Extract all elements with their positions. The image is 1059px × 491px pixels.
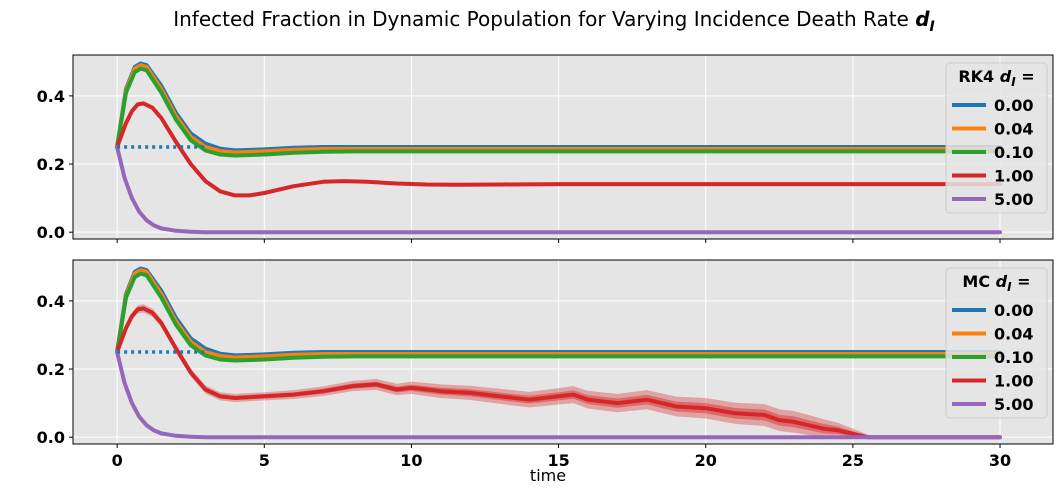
legend: RK4 dI = 0.00 0.04 0.10 1.00 5.00 bbox=[945, 62, 1048, 214]
legend-title-prefix: MC bbox=[962, 272, 995, 291]
legend-title: MC dI = bbox=[962, 272, 1030, 294]
legend-label-0.10: 0.10 bbox=[994, 143, 1033, 162]
legend-label-0.10: 0.10 bbox=[994, 348, 1033, 367]
bottom-panel: 0.0 0.2 0.4 0 5 10 15 20 25 30 MC dI = 0.00 0.04 0.10… bbox=[37, 259, 1054, 470]
legend-title-subscript: I bbox=[1011, 75, 1016, 89]
legend-label-0.04: 0.04 bbox=[994, 325, 1033, 344]
figure-title: Infected Fraction in Dynamic Population … bbox=[173, 7, 935, 35]
title-text: Infected Fraction in Dynamic Population … bbox=[173, 7, 915, 31]
legend-title-subscript: I bbox=[1007, 280, 1012, 294]
legend: MC dI = 0.00 0.04 0.10 1.00 5.00 bbox=[945, 267, 1048, 419]
top-panel: 0.0 0.2 0.4 RK4 dI = 0.00 0.04 0.10 1.00 5.00 bbox=[37, 54, 1054, 243]
axes-frame bbox=[72, 54, 1054, 240]
series-line-0.04 bbox=[115, 268, 1002, 360]
legend-label-5.00: 5.00 bbox=[994, 190, 1033, 209]
legend-label-5.00: 5.00 bbox=[994, 395, 1033, 414]
series-layer bbox=[115, 266, 1002, 440]
series-line-0.10 bbox=[115, 66, 1002, 158]
legend-title: RK4 dI = bbox=[958, 67, 1034, 89]
title-symbol: d bbox=[915, 7, 930, 31]
x-tick-label: 20 bbox=[695, 451, 717, 470]
y-tick-label: 0.2 bbox=[37, 360, 65, 379]
y-tick-label: 0.4 bbox=[37, 292, 65, 311]
series-line-1.00 bbox=[115, 306, 1002, 440]
x-tick-label: 30 bbox=[989, 451, 1011, 470]
series-line-5.00 bbox=[115, 145, 1002, 235]
legend-label-0.00: 0.00 bbox=[994, 301, 1033, 320]
x-tick-label: 15 bbox=[547, 451, 569, 470]
series-line-0.04 bbox=[115, 63, 1002, 155]
x-tick-label: 25 bbox=[842, 451, 864, 470]
y-tick-label: 0.4 bbox=[37, 87, 65, 106]
series-line-0.10 bbox=[115, 271, 1002, 363]
legend-label-1.00: 1.00 bbox=[994, 167, 1033, 186]
y-tick-label: 0.2 bbox=[37, 155, 65, 174]
x-tick-label: 10 bbox=[400, 451, 422, 470]
series-line-1.00 bbox=[115, 101, 1002, 198]
legend-label-0.00: 0.00 bbox=[994, 96, 1033, 115]
series-layer bbox=[115, 61, 1002, 235]
x-tick-label: 5 bbox=[259, 451, 270, 470]
legend-title-prefix: RK4 bbox=[958, 67, 999, 86]
legend-label-0.04: 0.04 bbox=[994, 120, 1033, 139]
series-line-5.00 bbox=[115, 350, 1002, 440]
y-tick-label: 0.0 bbox=[37, 428, 65, 447]
x-axis-label: time bbox=[530, 466, 566, 485]
legend-title-suffix: = bbox=[1012, 272, 1031, 291]
title-subscript: I bbox=[930, 19, 935, 35]
y-tick-label: 0.0 bbox=[37, 223, 65, 242]
legend-title-symbol: d bbox=[1000, 67, 1012, 86]
legend-label-1.00: 1.00 bbox=[994, 372, 1033, 391]
x-tick-label: 0 bbox=[112, 451, 123, 470]
legend-title-symbol: d bbox=[996, 272, 1008, 291]
legend-title-suffix: = bbox=[1016, 67, 1035, 86]
axes-frame bbox=[72, 259, 1054, 445]
